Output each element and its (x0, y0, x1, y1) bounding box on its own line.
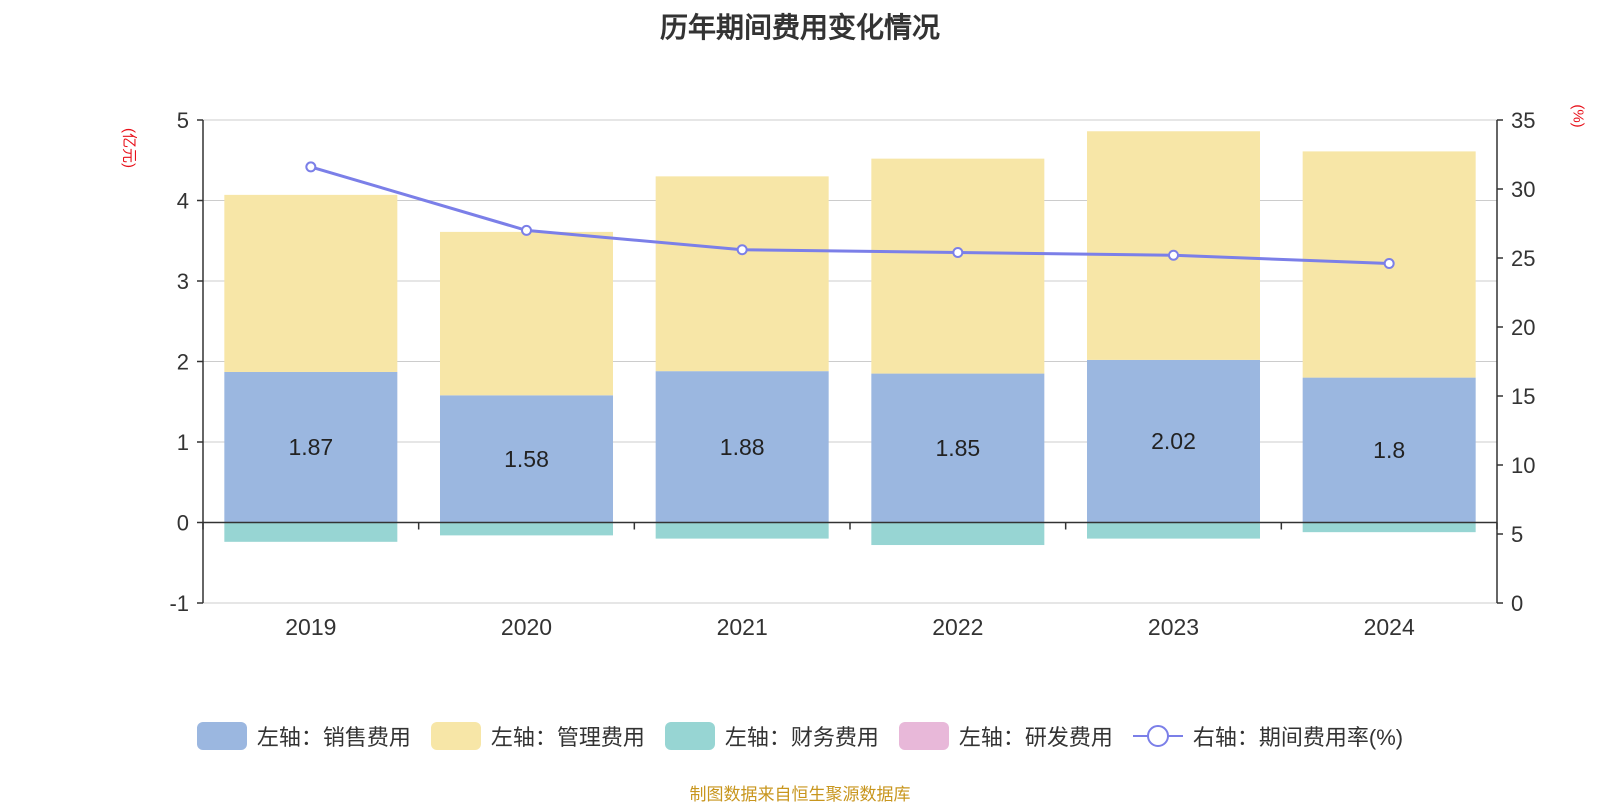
rate-point (952, 246, 964, 258)
right-axis-tick-label: 10 (1511, 453, 1535, 478)
bar-sales (224, 371, 398, 523)
legend-item-admin[interactable]: 左轴：管理费用 (430, 720, 645, 752)
left-axis-tick-label: -1 (169, 591, 189, 616)
bar-finance (871, 522, 1045, 546)
legend-swatch-finance (664, 722, 715, 750)
bar-finance (224, 522, 398, 542)
bar-sales (655, 371, 829, 523)
bar-sales (440, 395, 613, 523)
rate-point (305, 161, 317, 173)
rate-point (1383, 258, 1395, 270)
left-axis-tick-label: 1 (177, 430, 189, 455)
left-axis-tick-label: 2 (177, 350, 189, 375)
x-axis-tick-label: 2024 (1364, 614, 1415, 640)
right-axis-tick-label: 5 (1511, 522, 1523, 547)
right-axis-tick-label: 15 (1511, 384, 1535, 409)
right-axis-tick-label: 20 (1511, 315, 1535, 340)
legend: 左轴：销售费用 左轴：管理费用 左轴：财务费用 左轴：研发费用 右轴：期间费用率… (0, 720, 1600, 752)
legend-swatch-sales (196, 722, 247, 750)
legend-swatch-admin (430, 722, 481, 750)
x-axis-tick-label: 2020 (501, 614, 552, 640)
x-axis-tick-label: 2022 (932, 614, 983, 640)
rate-point (736, 244, 748, 256)
x-axis-tick-label: 2021 (717, 614, 768, 640)
left-axis-tick-label: 0 (177, 511, 189, 536)
bar-admin (655, 176, 829, 372)
legend-label-rate: 右轴：期间费用率(%) (1192, 725, 1404, 750)
legend-item-rate[interactable]: 右轴：期间费用率(%) (1132, 720, 1404, 752)
right-axis-tick-label: 0 (1511, 591, 1523, 616)
rate-point (1168, 249, 1179, 261)
legend-swatch-rate (1132, 722, 1183, 750)
x-axis-tick-label: 2023 (1148, 614, 1199, 640)
bar-data-label: 1.87 (288, 434, 333, 460)
rate-line (310, 165, 1390, 266)
chart-title: 历年期间费用变化情况 (659, 12, 940, 43)
bar-admin (440, 231, 613, 396)
bar-data-label: 1.88 (720, 434, 765, 460)
legend-item-sales[interactable]: 左轴：销售费用 (196, 720, 411, 752)
bar-data-label: 1.8 (1373, 437, 1405, 463)
legend-swatch-rnd (898, 722, 949, 750)
bar-finance (1302, 522, 1476, 533)
bar-finance (440, 522, 613, 536)
legend-label-admin: 左轴：管理费用 (490, 725, 645, 750)
rate-point (521, 224, 532, 236)
left-axis-tick-label: 5 (177, 108, 189, 133)
bar-admin (1087, 131, 1260, 360)
right-axis-tick-label: 30 (1511, 177, 1535, 202)
bar-sales (1087, 359, 1260, 523)
legend-label-sales: 左轴：销售费用 (256, 725, 411, 750)
legend-item-finance[interactable]: 左轴：财务费用 (664, 720, 879, 752)
left-axis-tick-label: 3 (177, 269, 189, 294)
x-axis-tick-label: 2019 (285, 614, 336, 640)
bar-data-label: 1.85 (935, 435, 980, 461)
bar-data-label: 2.02 (1151, 428, 1196, 454)
data-source-note: 制图数据来自恒生聚源数据库 (689, 785, 911, 804)
bar-data-label: 1.58 (504, 446, 549, 472)
bar-sales (1302, 377, 1476, 523)
legend-item-rnd[interactable]: 左轴：研发费用 (898, 720, 1113, 752)
right-axis-tick-label: 35 (1511, 108, 1535, 133)
bar-admin (871, 158, 1045, 374)
legend-label-rnd: 左轴：研发费用 (958, 725, 1113, 750)
bar-finance (1087, 522, 1260, 539)
right-axis-tick-label: 25 (1511, 246, 1535, 271)
legend-label-finance: 左轴：财务费用 (724, 725, 879, 750)
left-axis-tick-label: 4 (177, 189, 189, 214)
bar-admin (224, 194, 398, 372)
bar-finance (655, 522, 829, 539)
bar-sales (871, 373, 1045, 523)
